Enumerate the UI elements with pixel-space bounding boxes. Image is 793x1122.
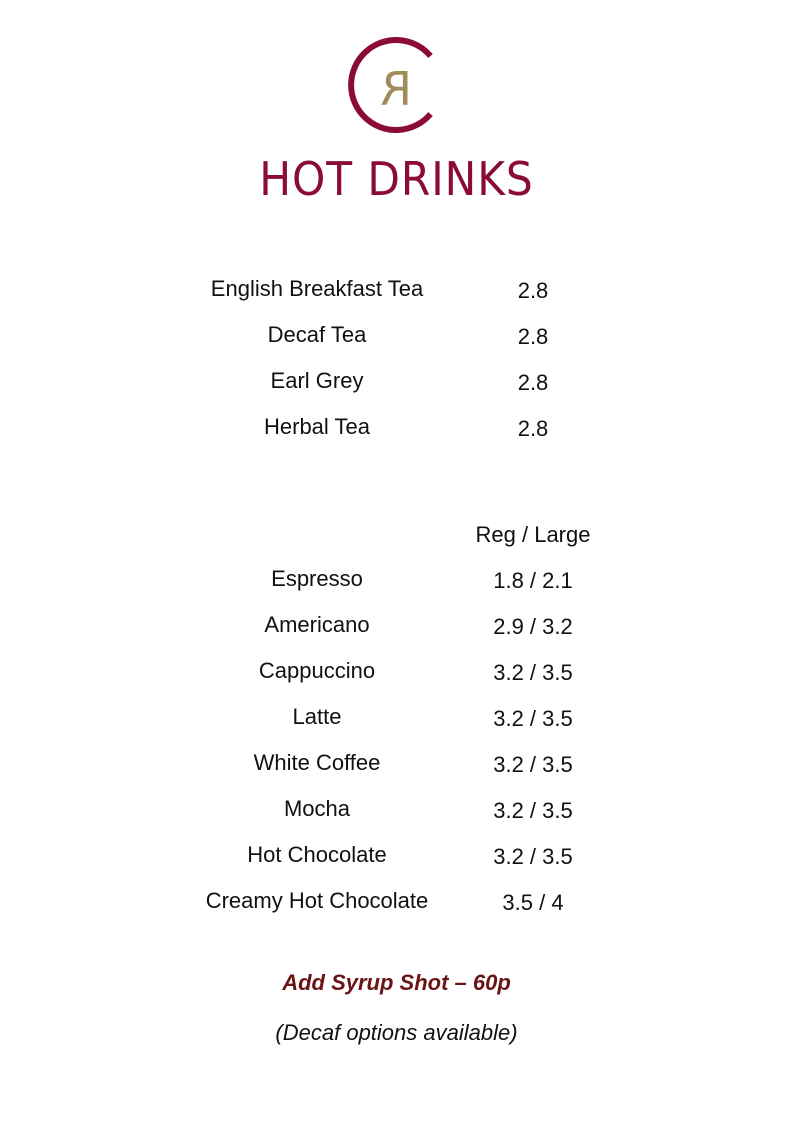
- item-price: 3.2 / 3.5: [493, 706, 573, 731]
- item-name: Earl Grey: [270, 368, 364, 393]
- item-price: 3.2 / 3.5: [493, 798, 573, 823]
- logo: R: [348, 37, 433, 133]
- item-name: Americano: [264, 612, 370, 637]
- decaf-note: (Decaf options available): [275, 1020, 518, 1045]
- syrup-note: Add Syrup Shot – 60p: [282, 970, 511, 995]
- item-name: Creamy Hot Chocolate: [205, 888, 429, 913]
- coffee-menu: Reg / Large Espresso 1.8 / 2.1 Americano 2…: [0, 520, 793, 934]
- menu-item: English Breakfast Tea 2.8: [0, 276, 793, 322]
- item-price: 2.8: [517, 278, 549, 303]
- menu-item: White Coffee 3.2 / 3.5: [0, 750, 793, 796]
- item-price: 2.8: [517, 324, 549, 349]
- item-name: Espresso: [271, 566, 363, 591]
- menu-item: Espresso 1.8 / 2.1: [0, 566, 793, 612]
- item-price: 3.2 / 3.5: [493, 752, 573, 777]
- item-price: 3.2 / 3.5: [493, 660, 573, 685]
- menu-item: Cappuccino 3.2 / 3.5: [0, 658, 793, 704]
- menu-item: Creamy Hot Chocolate 3.5 / 4: [0, 888, 793, 934]
- menu-item: Decaf Tea 2.8: [0, 322, 793, 368]
- item-price: 2.9 / 3.2: [493, 614, 573, 639]
- item-price: 2.8: [517, 370, 549, 395]
- menu-item: Herbal Tea 2.8: [0, 414, 793, 460]
- item-name: Herbal Tea: [264, 414, 370, 439]
- size-header: Reg / Large: [475, 522, 591, 547]
- menu-item: Mocha 3.2 / 3.5: [0, 796, 793, 842]
- item-name: Decaf Tea: [267, 322, 367, 347]
- item-price: 1.8 / 2.1: [493, 568, 573, 593]
- menu-item: Americano 2.9 / 3.2: [0, 612, 793, 658]
- menu-item: Earl Grey 2.8: [0, 368, 793, 414]
- item-name: Hot Chocolate: [247, 842, 387, 867]
- item-name: White Coffee: [253, 750, 381, 775]
- tea-menu: English Breakfast Tea 2.8 Decaf Tea 2.8 Ea…: [0, 276, 793, 460]
- page-title: HOT DRINKS: [259, 152, 534, 206]
- item-name: Latte: [292, 704, 342, 729]
- menu-item: Hot Chocolate 3.2 / 3.5: [0, 842, 793, 888]
- item-name: English Breakfast Tea: [210, 276, 424, 301]
- menu-item: Latte 3.2 / 3.5: [0, 704, 793, 750]
- item-name: Cappuccino: [258, 658, 376, 683]
- item-price: 3.2 / 3.5: [493, 844, 573, 869]
- size-header-row: Reg / Large: [0, 520, 793, 566]
- item-price: 3.5 / 4: [502, 890, 564, 915]
- item-price: 2.8: [517, 416, 549, 441]
- item-name: Mocha: [283, 796, 351, 821]
- svg-text:R: R: [380, 62, 412, 116]
